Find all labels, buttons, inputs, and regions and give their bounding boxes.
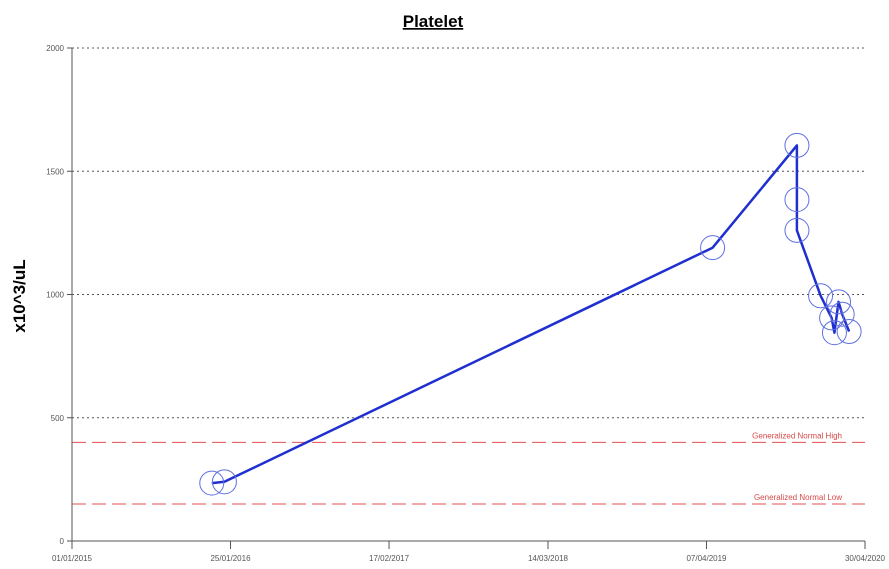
x-tick-label: 07/04/2019 — [686, 554, 727, 563]
data-point-marker — [199, 470, 225, 496]
y-tick-label: 500 — [51, 414, 65, 423]
chart-title: Platelet — [403, 12, 464, 31]
reference-line-label: Generalized Normal Low — [754, 493, 842, 502]
data-point-marker — [211, 469, 237, 495]
x-tick-label: 14/03/2018 — [528, 554, 569, 563]
markers-layer — [199, 132, 862, 496]
data-point-marker — [784, 217, 810, 243]
series-layer — [211, 144, 851, 485]
y-axis-label: x10^3/uL — [10, 259, 29, 332]
data-point-marker — [819, 305, 845, 331]
x-tick-label: 30/04/2020 — [845, 554, 886, 563]
data-point-marker — [826, 289, 852, 315]
reference-line-label: Generalized Normal High — [752, 431, 842, 440]
series-line — [211, 144, 851, 485]
grid-layer — [72, 47, 865, 419]
axes: 0 500 1000 1500 2000 01/01/2015 25/01/2016 17/0… — [46, 44, 885, 563]
data-point-marker — [836, 318, 862, 344]
y-tick-label: 0 — [60, 537, 65, 546]
data-point-marker — [829, 301, 855, 327]
data-point-marker — [821, 320, 847, 346]
data-point-marker — [808, 283, 834, 309]
x-tick-label: 25/01/2016 — [210, 554, 251, 563]
reference-lines: Generalized Normal High Generalized Norma… — [72, 431, 865, 505]
y-tick-label: 1000 — [46, 291, 64, 300]
y-tick-label: 1500 — [46, 167, 64, 176]
x-tick-label: 01/01/2015 — [52, 554, 93, 563]
data-point-marker — [700, 235, 726, 261]
x-tick-label: 17/02/2017 — [369, 554, 410, 563]
data-point-marker — [784, 187, 810, 213]
data-point-marker — [784, 132, 810, 158]
y-tick-label: 2000 — [46, 44, 64, 53]
